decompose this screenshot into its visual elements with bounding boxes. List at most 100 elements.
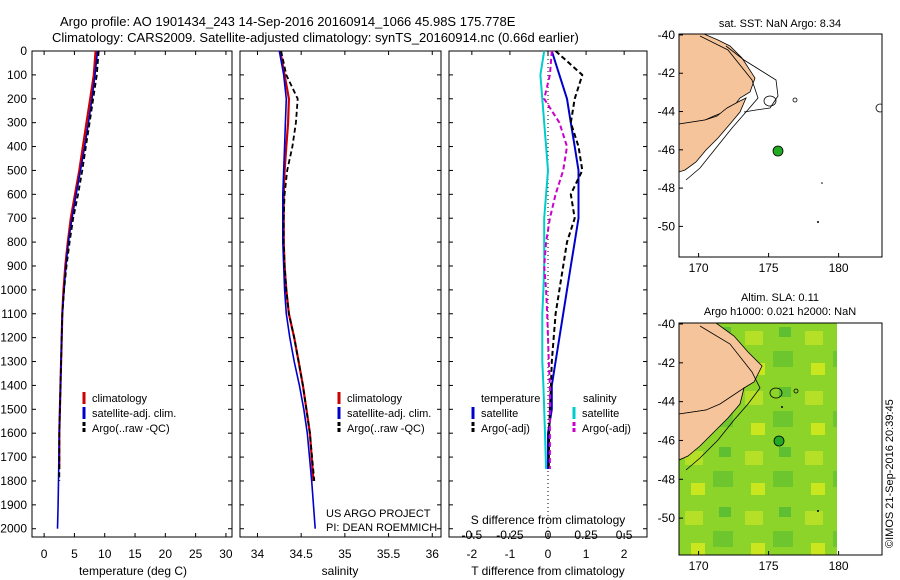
x-tick-label: 15 <box>128 547 142 561</box>
map-lat-label: -44 <box>658 395 676 409</box>
depth-tick-label: 1300 <box>0 355 27 369</box>
depth-tick-label: 1200 <box>0 331 27 345</box>
south-island-landmass-sla <box>679 387 745 461</box>
map-lat-label: -46 <box>658 143 676 157</box>
depth-tick-label: 800 <box>7 235 27 249</box>
map-lat-label: -50 <box>658 511 676 525</box>
figure-title-line1: Argo profile: AO 1901434_243 14-Sep-2016… <box>60 14 516 29</box>
depth-axis: 0 100 200 300 400 500 600 700 800 900 1000 1100 1200… <box>0 44 647 536</box>
depth-tick-label: 1500 <box>0 402 27 416</box>
diff-legend-temp-title: temperature <box>481 393 540 405</box>
map-lat-label: -42 <box>658 356 676 370</box>
x-tick-label: 0.5 <box>616 528 633 542</box>
x-tick-label: -0.25 <box>496 528 524 542</box>
temperature-panel-frame <box>31 50 233 538</box>
x-tick-label: 5 <box>71 547 78 561</box>
temp-legend-argo: Argo(..raw -QC) <box>92 423 170 435</box>
series-line-argo-raw-qc- <box>58 50 100 481</box>
imos-timestamp: ©IMOS 21-Sep-2016 20:39:45 <box>884 399 896 548</box>
figure-title-line2: Climatology: CARS2009. Satellite-adjuste… <box>52 30 579 45</box>
map-lat-label: -40 <box>658 28 676 42</box>
depth-tick-label: 1900 <box>0 498 27 512</box>
diff-legend-temp-satellite: satellite <box>481 408 518 420</box>
sst-map-axes: -40 -42 -44 -46 -48 -50 170 175 180 <box>658 28 849 275</box>
map-lon-label: 180 <box>829 559 849 573</box>
depth-tick-label: 1100 <box>1 307 27 321</box>
depth-tick-label: 1000 <box>0 283 27 297</box>
map-lat-label: -48 <box>658 472 676 486</box>
series-line-temperature-satellite <box>547 50 580 469</box>
x-tick-label: 2 <box>621 547 628 561</box>
depth-tick-label: 1700 <box>0 450 27 464</box>
diff-legend-sal-argo: Argo(-adj) <box>582 423 631 435</box>
sst-map-frame <box>678 33 883 258</box>
temperature-x-axis: 0 5 10 15 20 25 30 <box>41 51 233 561</box>
x-tick-label: 34.5 <box>289 547 313 561</box>
x-tick-label: 30 <box>219 547 233 561</box>
project-credit: US ARGO PROJECT <box>326 508 431 520</box>
series-line-salinity-argo-adj- <box>543 50 568 469</box>
map-lon-label: 175 <box>759 559 779 573</box>
x-tick-label: 10 <box>98 547 112 561</box>
x-tick-label: -2 <box>467 547 478 561</box>
diff-legend-sal-satellite: satellite <box>582 408 619 420</box>
diff-legend-sal-title: salinity <box>583 393 617 405</box>
sla-map-title1: Altim. SLA: 0.11 <box>741 292 819 304</box>
x-tick-label: 1 <box>583 547 590 561</box>
map-lat-label: -44 <box>658 105 676 119</box>
sst-map-title: sat. SST: NaN Argo: 8.34 <box>719 18 841 30</box>
sst-map <box>679 34 882 257</box>
series-line-argo-raw-qc- <box>280 50 316 482</box>
islet-contour <box>792 97 798 103</box>
sla-map-title2: Argo h1000: 0.021 h2000: NaN <box>704 306 856 318</box>
chatham-contour <box>763 95 777 107</box>
map-lon-label: 175 <box>759 261 779 275</box>
depth-tick-label: 100 <box>7 68 27 82</box>
map-lat-label: -46 <box>658 433 676 447</box>
temperature-axis-label: temperature (deg C) <box>79 564 187 578</box>
salinity-legend: climatology satellite-adj. clim. Argo(..… <box>337 392 431 435</box>
x-tick-label: 20 <box>159 547 173 561</box>
depth-tick-label: 900 <box>7 259 27 273</box>
sal-legend-satellite: satellite-adj. clim. <box>347 408 431 420</box>
diff-legend-temp-argo: Argo(-adj) <box>481 423 530 435</box>
salinity-series <box>278 50 316 529</box>
x-tick-label: 0.25 <box>574 528 598 542</box>
x-tick-label: 35.5 <box>377 547 401 561</box>
x-tick-label: 0 <box>545 547 552 561</box>
depth-tick-label: 500 <box>7 163 27 177</box>
t-difference-axis-label: T difference from climatology <box>471 564 625 578</box>
depth-tick-label: 200 <box>7 92 27 106</box>
temp-legend-climatology: climatology <box>92 393 148 405</box>
float-position-marker-sla <box>773 435 785 447</box>
salinity-axis-label: salinity <box>322 564 359 578</box>
depth-tick-label: 300 <box>7 116 27 130</box>
sla-map-frame <box>678 322 883 556</box>
map-lat-label: -50 <box>658 219 676 233</box>
depth-tick-label: 1800 <box>0 474 27 488</box>
temp-legend-satellite: satellite-adj. clim. <box>92 408 176 420</box>
salinity-panel-frame <box>239 50 442 538</box>
depth-tick-label: 400 <box>7 140 27 154</box>
map-lon-label: 170 <box>689 559 709 573</box>
x-tick-label: 25 <box>189 547 203 561</box>
difference-series <box>539 50 584 470</box>
depth-tick-label: 2000 <box>0 522 27 536</box>
depth-tick-label: 600 <box>7 187 27 201</box>
x-tick-label: 36 <box>426 547 440 561</box>
x-tick-label: 35 <box>338 547 352 561</box>
south-island-landmass <box>679 97 747 173</box>
map-lat-label: -42 <box>658 66 676 80</box>
x-tick-label: -0.5 <box>462 528 483 542</box>
depth-tick-label: 0 <box>20 44 27 58</box>
contour-line <box>725 45 779 113</box>
x-tick-label: -1 <box>505 547 516 561</box>
pi-credit: PI: DEAN ROEMMICH <box>326 522 437 534</box>
map-lon-label: 170 <box>689 261 709 275</box>
temperature-series <box>56 50 100 529</box>
series-line-satellite-adj-clim- <box>278 50 316 529</box>
edge-contour <box>875 103 882 113</box>
s-difference-x-axis: -0.5-0.2500.250.5 <box>462 528 633 542</box>
difference-legend: temperature salinity satellite Argo(-adj… <box>471 393 631 435</box>
